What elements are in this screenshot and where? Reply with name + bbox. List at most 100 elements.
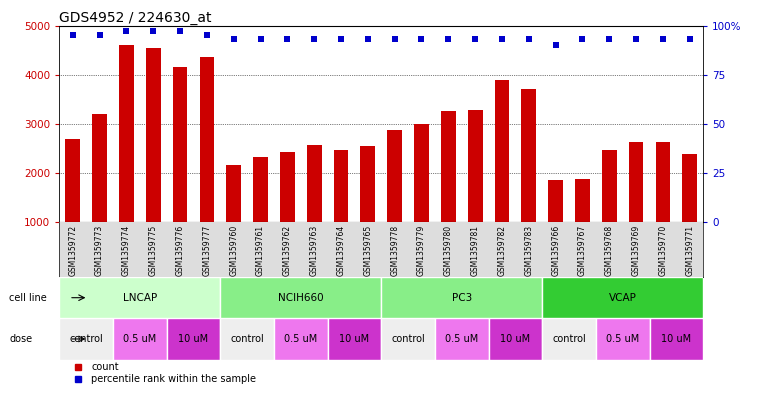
Point bbox=[603, 36, 616, 42]
Point bbox=[523, 36, 535, 42]
Bar bbox=[414, 124, 429, 222]
Text: GSM1359776: GSM1359776 bbox=[176, 225, 185, 276]
Bar bbox=[435, 318, 489, 360]
Bar bbox=[361, 146, 375, 222]
Text: 10 uM: 10 uM bbox=[178, 334, 209, 344]
Text: GSM1359763: GSM1359763 bbox=[310, 225, 319, 276]
Point bbox=[335, 36, 347, 42]
Bar bbox=[596, 318, 650, 360]
Bar bbox=[113, 318, 167, 360]
Bar bbox=[602, 150, 616, 222]
Text: GSM1359779: GSM1359779 bbox=[417, 225, 426, 276]
Text: GSM1359773: GSM1359773 bbox=[95, 225, 104, 276]
Text: 0.5 uM: 0.5 uM bbox=[284, 334, 317, 344]
Bar bbox=[655, 142, 670, 222]
Text: PC3: PC3 bbox=[451, 293, 472, 303]
Text: GSM1359769: GSM1359769 bbox=[632, 225, 641, 276]
Point bbox=[549, 42, 562, 48]
Text: GSM1359783: GSM1359783 bbox=[524, 225, 533, 276]
Bar bbox=[280, 152, 295, 222]
Text: VCAP: VCAP bbox=[609, 293, 637, 303]
Point bbox=[201, 32, 213, 39]
Text: GSM1359774: GSM1359774 bbox=[122, 225, 131, 276]
Text: control: control bbox=[231, 334, 264, 344]
Bar bbox=[489, 318, 543, 360]
Text: 10 uM: 10 uM bbox=[339, 334, 370, 344]
Bar bbox=[441, 110, 456, 222]
Bar bbox=[65, 138, 80, 222]
Bar bbox=[146, 48, 161, 222]
Point bbox=[147, 28, 159, 35]
Text: GSM1359771: GSM1359771 bbox=[685, 225, 694, 276]
Bar bbox=[221, 277, 381, 318]
Bar bbox=[381, 277, 543, 318]
Bar bbox=[226, 165, 241, 222]
Bar bbox=[649, 318, 703, 360]
Text: GSM1359778: GSM1359778 bbox=[390, 225, 400, 276]
Text: GSM1359772: GSM1359772 bbox=[68, 225, 78, 276]
Point bbox=[469, 36, 481, 42]
Point bbox=[174, 28, 186, 35]
Point bbox=[576, 36, 588, 42]
Point bbox=[496, 36, 508, 42]
Text: GSM1359770: GSM1359770 bbox=[658, 225, 667, 276]
Bar bbox=[199, 57, 215, 222]
Bar bbox=[548, 180, 563, 222]
Text: GSM1359762: GSM1359762 bbox=[283, 225, 292, 276]
Text: GSM1359766: GSM1359766 bbox=[551, 225, 560, 276]
Bar bbox=[274, 318, 327, 360]
Legend: count, percentile rank within the sample: count, percentile rank within the sample bbox=[64, 358, 260, 388]
Text: NCIH660: NCIH660 bbox=[278, 293, 323, 303]
Point bbox=[282, 36, 294, 42]
Bar bbox=[683, 154, 697, 222]
Text: GSM1359760: GSM1359760 bbox=[229, 225, 238, 276]
Text: GSM1359781: GSM1359781 bbox=[470, 225, 479, 276]
Text: GDS4952 / 224630_at: GDS4952 / 224630_at bbox=[59, 11, 212, 24]
Bar bbox=[59, 277, 221, 318]
Point bbox=[361, 36, 374, 42]
Bar bbox=[381, 318, 435, 360]
Point bbox=[94, 32, 106, 39]
Text: GSM1359780: GSM1359780 bbox=[444, 225, 453, 276]
Text: GSM1359768: GSM1359768 bbox=[605, 225, 614, 276]
Bar bbox=[167, 318, 221, 360]
Text: GSM1359777: GSM1359777 bbox=[202, 225, 212, 276]
Bar bbox=[542, 318, 596, 360]
Point bbox=[683, 36, 696, 42]
Bar bbox=[495, 79, 509, 222]
Text: GSM1359764: GSM1359764 bbox=[336, 225, 345, 276]
Bar bbox=[307, 145, 322, 222]
Text: control: control bbox=[391, 334, 425, 344]
Bar bbox=[173, 67, 187, 222]
Bar bbox=[542, 277, 703, 318]
Text: GSM1359782: GSM1359782 bbox=[498, 225, 507, 276]
Point bbox=[442, 36, 454, 42]
Text: 10 uM: 10 uM bbox=[500, 334, 530, 344]
Text: dose: dose bbox=[9, 334, 32, 344]
Bar bbox=[521, 89, 537, 222]
Text: control: control bbox=[69, 334, 103, 344]
Text: LNCAP: LNCAP bbox=[123, 293, 157, 303]
Text: 0.5 uM: 0.5 uM bbox=[123, 334, 157, 344]
Bar bbox=[629, 142, 644, 222]
Point bbox=[416, 36, 428, 42]
Point bbox=[630, 36, 642, 42]
Bar bbox=[92, 114, 107, 222]
Text: 0.5 uM: 0.5 uM bbox=[606, 334, 639, 344]
Text: 10 uM: 10 uM bbox=[661, 334, 692, 344]
Bar bbox=[468, 110, 482, 222]
Bar bbox=[119, 45, 134, 222]
Point bbox=[67, 32, 79, 39]
Text: GSM1359761: GSM1359761 bbox=[256, 225, 265, 276]
Bar bbox=[575, 179, 590, 222]
Point bbox=[389, 36, 401, 42]
Bar bbox=[221, 318, 274, 360]
Bar bbox=[59, 318, 113, 360]
Text: 0.5 uM: 0.5 uM bbox=[445, 334, 479, 344]
Text: GSM1359767: GSM1359767 bbox=[578, 225, 587, 276]
Point bbox=[254, 36, 266, 42]
Bar bbox=[387, 130, 402, 222]
Bar bbox=[333, 150, 349, 222]
Text: cell line: cell line bbox=[9, 293, 47, 303]
Text: control: control bbox=[552, 334, 586, 344]
